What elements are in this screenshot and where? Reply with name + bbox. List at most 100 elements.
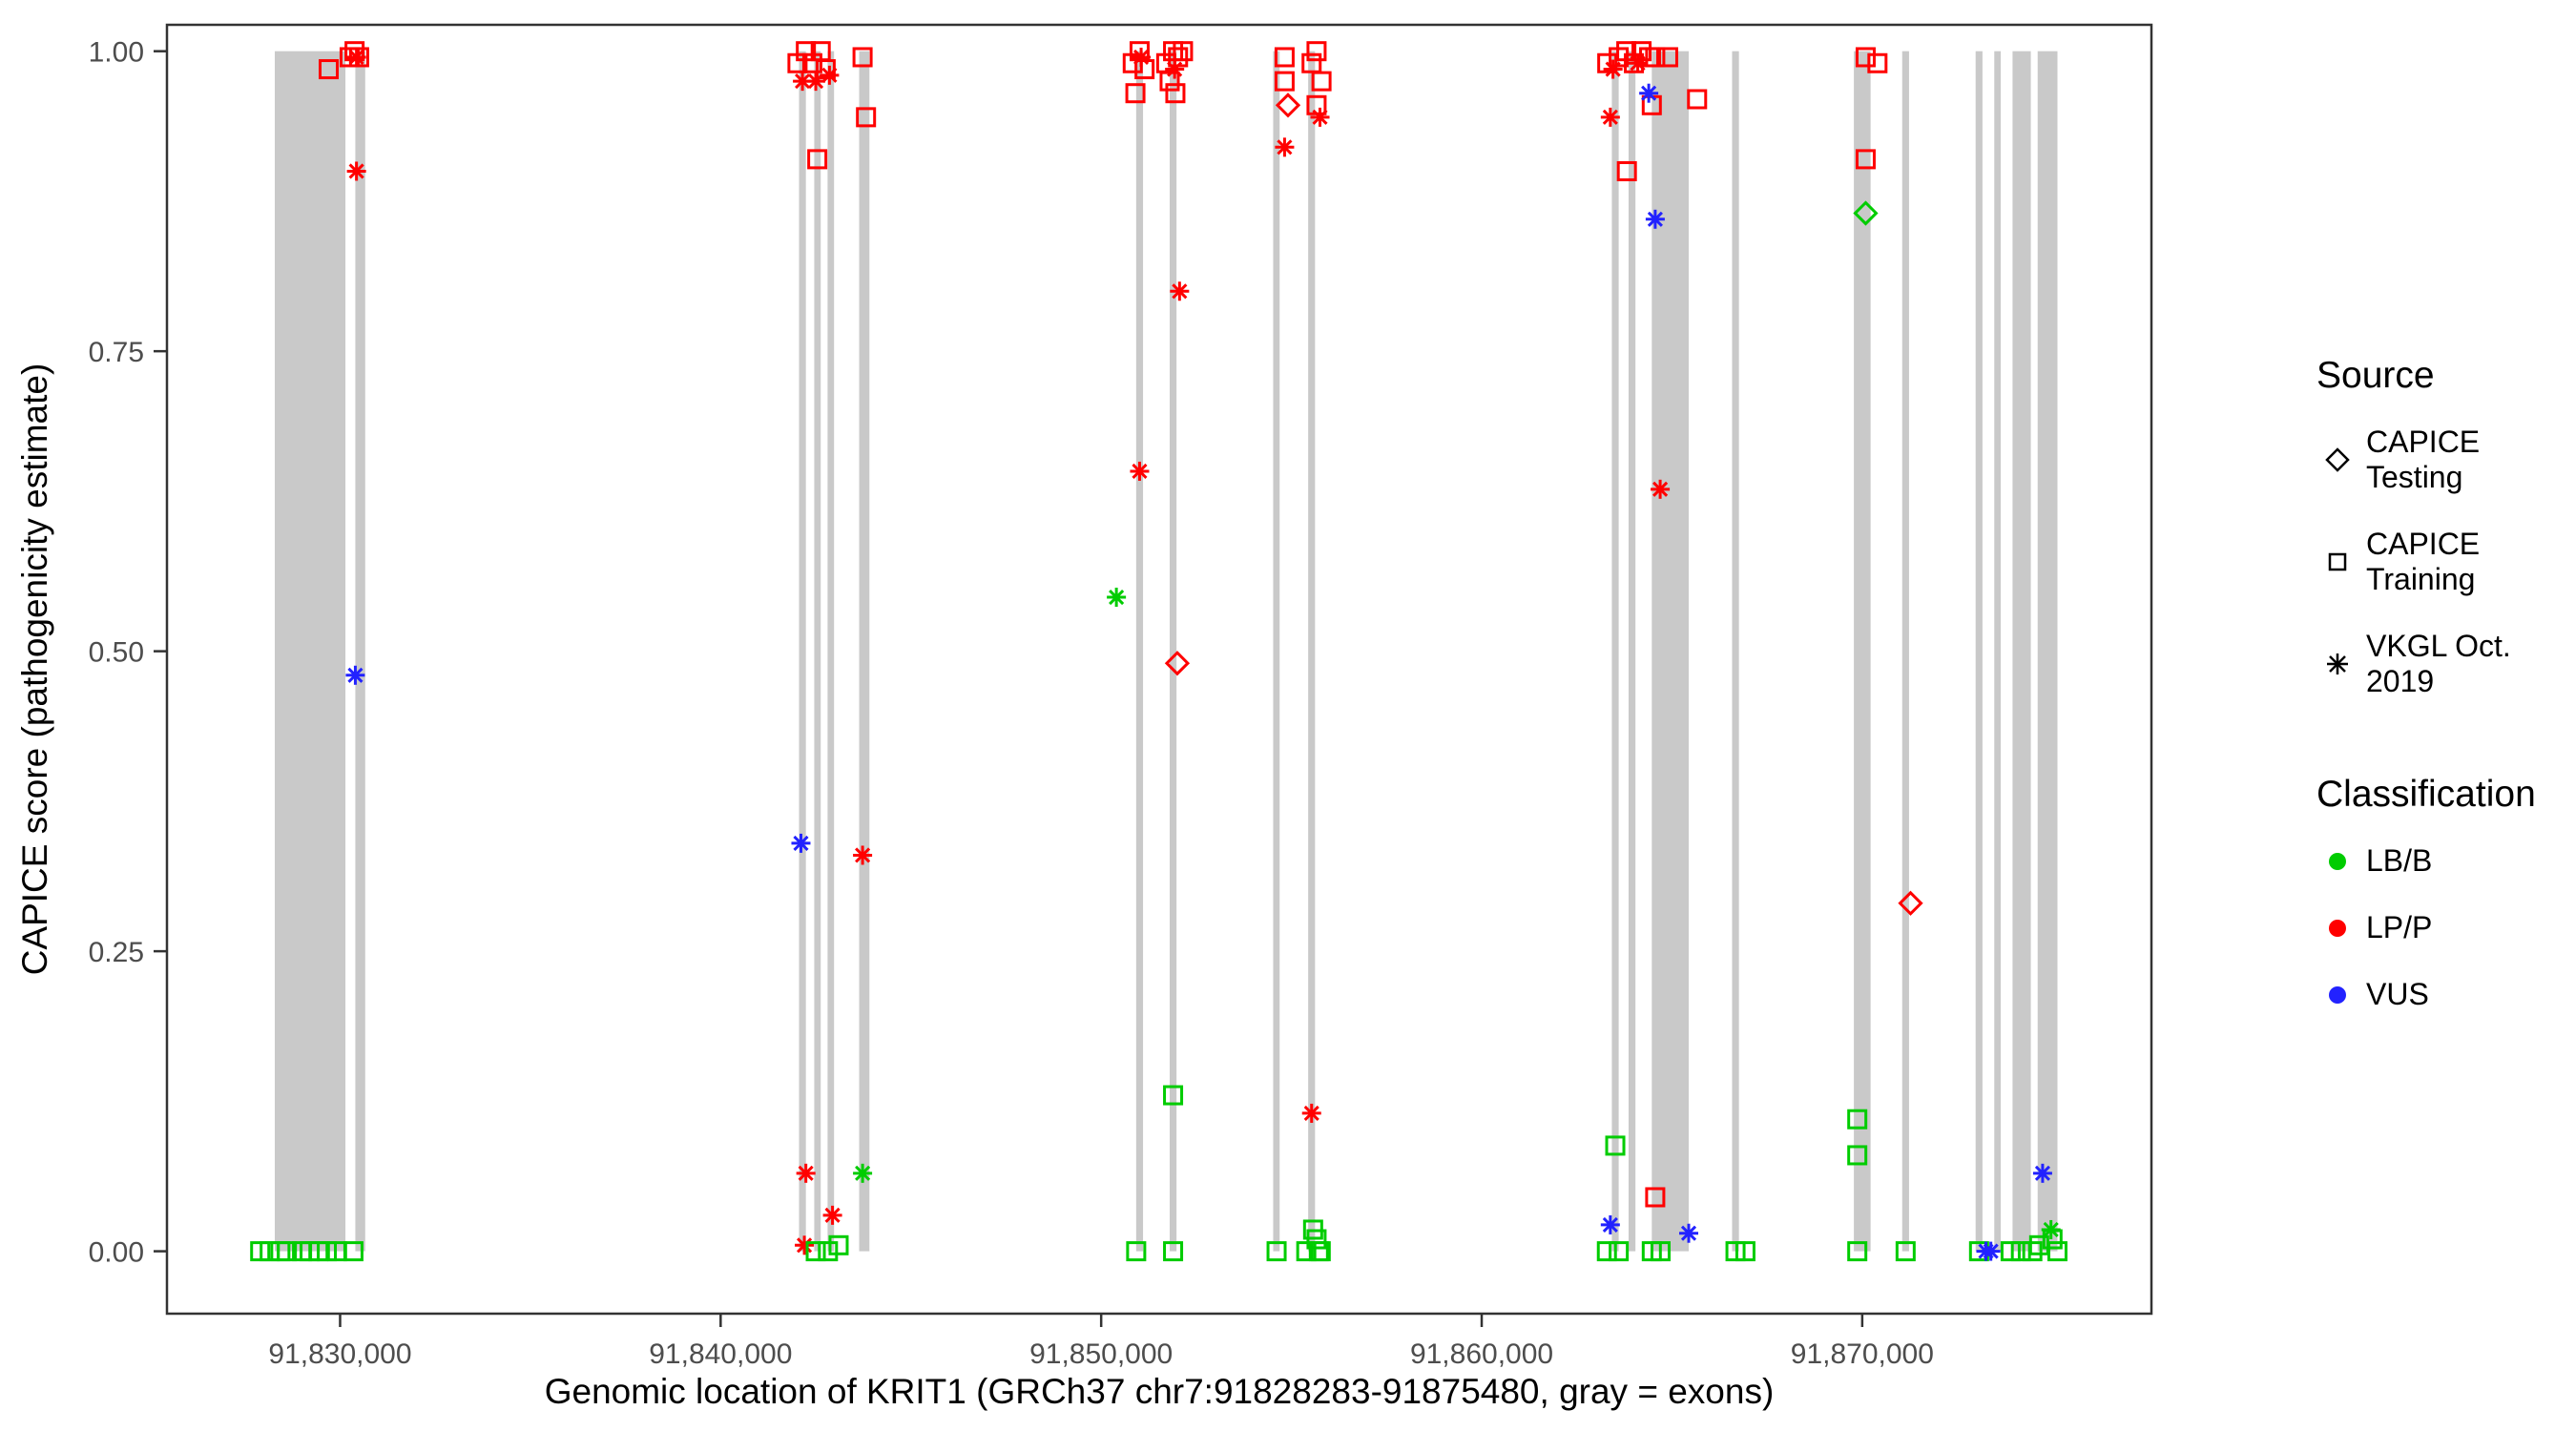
panel-border [165,23,2153,1316]
data-point [1170,281,1190,301]
legend-classification-title: Classification [2316,774,2536,815]
legend-item-lpp: LP/P [2316,910,2576,945]
data-point [1855,149,1876,170]
data-point [1981,1241,2001,1261]
data-point [795,1235,815,1255]
data-point [1645,1187,1666,1208]
legend: Source CAPICE Testing CAPICE Training [2316,355,2576,1044]
data-point [1126,1241,1147,1262]
data-point [1651,479,1671,499]
exon-bar [1611,51,1619,1252]
data-point [1616,160,1637,181]
data-point [1301,1103,1321,1123]
data-point [1639,83,1659,103]
x-tick-label: 91,830,000 [268,1338,411,1370]
blue-dot-icon [2324,982,2351,1008]
data-point [346,161,366,181]
data-point [319,59,340,80]
data-point [818,1241,839,1262]
data-point [820,65,840,85]
legend-item-label: CAPICE Testing [2366,425,2481,494]
x-tick-label: 91,870,000 [1791,1338,1934,1370]
data-point [1125,83,1146,104]
data-point [1274,71,1295,92]
legend-classification-group: Classification LB/B LP/P VUS [2316,774,2576,1012]
data-point [1657,47,1678,68]
y-tick-label: 0.00 [89,1237,144,1269]
data-point [822,1205,842,1225]
exon-bar [1854,51,1871,1252]
data-point [1609,1241,1630,1262]
data-point [1605,1135,1626,1156]
exon-bar [814,51,821,1252]
exon-bar [1273,51,1280,1252]
exon-bar [1732,51,1739,1252]
legend-item-label: LB/B [2366,843,2433,878]
data-point [1687,89,1708,110]
data-point [346,47,366,67]
data-point [1173,41,1194,62]
data-point [1164,651,1191,676]
data-point [1628,53,1648,73]
y-tick-label: 0.25 [89,937,144,968]
data-point [853,845,873,865]
data-point [1274,47,1295,68]
data-point [1163,1241,1184,1262]
data-point [1266,1241,1287,1262]
diamond-icon [2324,446,2351,473]
x-tick-label: 91,840,000 [649,1338,792,1370]
data-point [791,833,811,853]
exon-bar [1901,51,1909,1252]
data-point [1306,1229,1327,1250]
exon-bar [827,51,835,1252]
data-point [1597,52,1618,73]
legend-item-lbb: LB/B [2316,843,2576,879]
exon-bar [274,51,346,1252]
data-point [1898,890,1923,916]
exon-bar [1652,51,1689,1252]
data-point [2046,1241,2067,1262]
legend-item-capice-training: CAPICE Training [2316,527,2576,597]
data-point [1306,41,1327,62]
data-point [1847,1241,1868,1262]
data-point [1650,1241,1671,1262]
data-point [1107,588,1127,608]
exon-bar [1994,51,2002,1252]
data-point [1130,461,1150,481]
data-point [1600,1214,1620,1234]
exon-bar [1628,51,1636,1252]
data-point [1310,1241,1331,1262]
exon-bar [1169,51,1177,1252]
data-point [828,1234,849,1255]
green-dot-icon [2324,848,2351,875]
data-point [317,1241,338,1262]
data-point [805,1241,826,1262]
data-point [1163,1085,1184,1106]
data-point [1600,107,1620,127]
data-point [2022,1241,2043,1262]
red-dot-icon [2324,915,2351,942]
legend-item-label: CAPICE Training [2366,527,2481,596]
x-tick-label: 91,860,000 [1410,1338,1553,1370]
data-point [853,1163,873,1183]
data-point [793,72,813,92]
exon-bar [859,51,870,1252]
data-point [2000,1241,2021,1262]
data-point [1165,59,1185,79]
y-tick-label: 0.75 [89,337,144,368]
data-point [1645,209,1665,229]
exon-bar [355,51,365,1252]
exon-bar [1308,51,1316,1252]
legend-item-vus: VUS [2316,977,2576,1012]
data-point [807,149,828,170]
legend-item-label: VUS [2366,977,2429,1011]
data-point [1296,1241,1317,1262]
data-point [1275,93,1301,118]
asterisk-icon [2324,651,2351,677]
data-point [796,41,817,62]
data-point [1895,1241,1916,1262]
data-point [1132,47,1152,67]
data-point [2042,1229,2063,1250]
data-point [1165,83,1186,104]
